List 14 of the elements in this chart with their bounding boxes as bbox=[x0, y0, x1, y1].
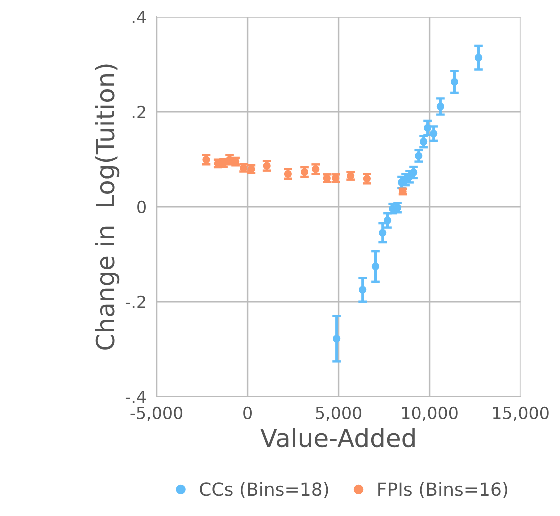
y-tick-label: -.4 bbox=[126, 390, 146, 404]
y-tick-label: .2 bbox=[132, 106, 146, 118]
legend-label: CCs (Bins=18) bbox=[200, 482, 328, 498]
y-axis-title: Change in Log(Tuition) bbox=[95, 64, 120, 350]
x-tick-label: 5,000 bbox=[316, 406, 362, 422]
x-axis-title: Value-Added bbox=[260, 428, 415, 448]
x-tick-label: -5,000 bbox=[130, 406, 183, 422]
y-tick-label: 0 bbox=[138, 200, 146, 214]
y-tick-label: -.2 bbox=[126, 296, 146, 308]
x-tick-label: 0 bbox=[244, 406, 252, 420]
y-tick-label: .4 bbox=[132, 11, 146, 24]
legend-label: FPIs (Bins=16) bbox=[378, 482, 508, 498]
x-tick-label: 15,000 bbox=[493, 406, 549, 422]
x-tick-label: 10,000 bbox=[402, 406, 458, 422]
